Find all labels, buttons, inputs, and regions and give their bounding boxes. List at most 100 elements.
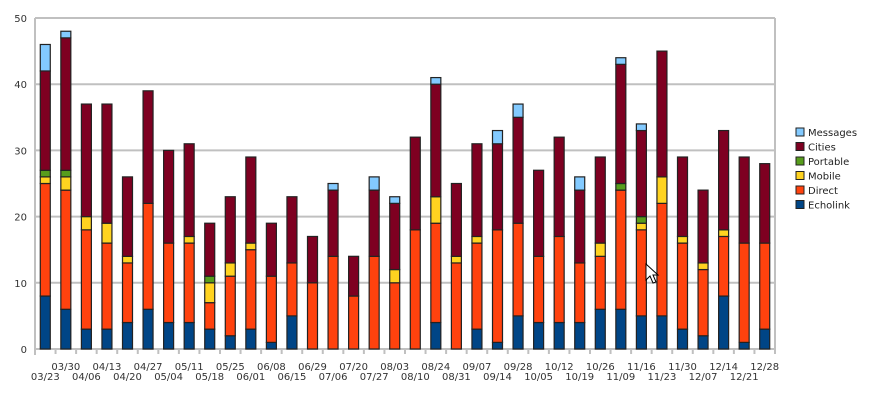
bar-direct	[594, 255, 606, 310]
bar-cities	[327, 189, 339, 257]
bar-direct	[183, 242, 195, 324]
x-tick-label: 12/07	[689, 372, 718, 383]
bar-mobile	[39, 176, 51, 185]
legend-label: Messages	[808, 128, 857, 139]
bar-mobile	[430, 196, 442, 224]
bar-mobile	[450, 255, 462, 264]
legend-swatch-echolink	[795, 200, 805, 209]
bar-portable	[635, 216, 647, 224]
bar-echolink	[738, 341, 750, 350]
legend-swatch-portable	[795, 156, 805, 166]
bar-echolink	[80, 328, 92, 350]
x-tick-label: 06/29	[298, 362, 327, 373]
y-tick-label: 40	[14, 80, 27, 91]
bar-direct	[245, 249, 257, 330]
bar-direct	[430, 222, 442, 324]
bar-echolink	[142, 308, 154, 350]
bar-echolink	[430, 321, 442, 350]
bar-cities	[183, 143, 195, 238]
x-tick-label: 05/11	[175, 362, 204, 373]
bar-cities	[389, 202, 401, 271]
bar-direct	[286, 262, 298, 317]
bar-mobile	[245, 242, 257, 251]
legend-swatch-mobile	[795, 171, 805, 180]
bar-direct	[121, 262, 134, 324]
bar-cities	[471, 143, 483, 238]
bar-messages	[60, 30, 72, 39]
bar-echolink	[656, 315, 668, 350]
x-tick-label: 04/27	[134, 362, 163, 373]
bar-mobile	[60, 176, 72, 191]
bar-echolink	[224, 335, 236, 350]
bar-messages	[574, 176, 586, 191]
bar-mobile	[80, 216, 92, 231]
bar-direct	[101, 242, 113, 330]
x-tick-label: 03/23	[31, 372, 60, 383]
x-tick-label: 04/06	[72, 372, 101, 383]
bar-direct	[389, 282, 401, 350]
x-tick-label: 06/08	[257, 362, 286, 373]
bar-cities	[615, 63, 627, 185]
bar-direct	[512, 222, 524, 317]
bar-direct	[615, 189, 627, 310]
bar-cities	[163, 149, 175, 244]
bar-direct	[697, 268, 709, 337]
legend-label: Mobile	[808, 172, 841, 183]
bar-messages	[635, 123, 647, 132]
bar-mobile	[594, 242, 606, 257]
bar-direct	[368, 255, 380, 350]
y-tick-label: 30	[14, 146, 27, 157]
bar-cities	[409, 136, 421, 231]
x-tick-label: 10/19	[565, 372, 594, 383]
bar-portable	[60, 169, 72, 178]
x-tick-label: 08/10	[401, 372, 430, 383]
bar-cities	[142, 90, 154, 204]
x-tick-label: 12/28	[750, 362, 779, 373]
bar-cities	[635, 129, 647, 218]
bar-messages	[615, 57, 627, 65]
bar-mobile	[389, 268, 401, 284]
x-tick-label: 04/13	[93, 362, 122, 373]
bar-cities	[224, 196, 236, 264]
bar-portable	[39, 169, 51, 178]
bar-portable	[615, 182, 627, 191]
bar-mobile	[183, 235, 195, 244]
bar-cities	[204, 222, 216, 277]
bar-echolink	[265, 341, 277, 350]
bar-messages	[368, 176, 380, 191]
x-tick-label: 08/24	[421, 362, 450, 373]
bar-cities	[697, 189, 709, 264]
x-tick-label: 11/09	[606, 372, 635, 383]
bar-direct	[224, 275, 236, 337]
x-tick-label: 07/06	[319, 372, 348, 383]
bar-cities	[533, 169, 545, 257]
bar-cities	[512, 116, 524, 224]
mouse-cursor-icon	[645, 262, 660, 284]
bar-echolink	[553, 321, 565, 350]
bar-direct	[450, 262, 462, 350]
bar-direct	[471, 242, 483, 330]
bar-cities	[101, 103, 113, 224]
bar-cities	[306, 235, 319, 284]
x-tick-label: 11/16	[627, 362, 656, 373]
x-tick-label: 10/12	[545, 362, 574, 373]
bar-direct	[574, 262, 586, 324]
bar-direct	[656, 202, 668, 317]
legend-label: Direct	[808, 186, 838, 197]
bar-echolink	[39, 295, 51, 350]
x-tick-label: 09/14	[483, 372, 512, 383]
bar-mobile	[121, 255, 134, 264]
bar-direct	[60, 189, 72, 310]
bar-mobile	[718, 229, 730, 238]
bar-echolink	[491, 341, 504, 350]
x-tick-label: 05/25	[216, 362, 245, 373]
x-tick-label: 10/05	[524, 372, 553, 383]
bar-direct	[718, 235, 730, 297]
legend-swatch-cities	[795, 142, 805, 151]
bar-echolink	[163, 321, 175, 350]
bar-messages	[491, 129, 504, 145]
bar-direct	[533, 255, 545, 324]
bar-messages	[327, 182, 339, 191]
x-tick-label: 12/21	[730, 372, 759, 383]
